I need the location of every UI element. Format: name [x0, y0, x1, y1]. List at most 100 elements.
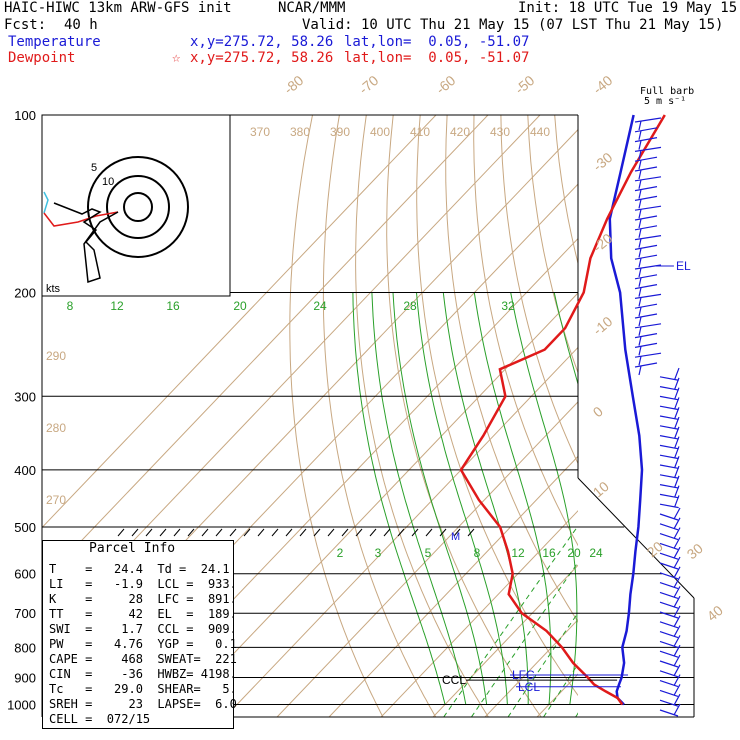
sounding-profiles — [459, 114, 666, 706]
barb-flag — [638, 130, 642, 140]
barb-flag — [638, 189, 642, 199]
barb-shaft — [659, 523, 679, 531]
wind-barb — [634, 176, 662, 189]
temperature-latlon: lat,lon= 0.05, -51.07 — [344, 34, 530, 50]
barb-shaft — [634, 146, 662, 152]
wind-barb — [634, 215, 658, 229]
barb-shaft — [659, 611, 679, 619]
wind-barb — [634, 146, 662, 160]
barb-shaft — [634, 303, 658, 309]
mixing-ratio-label: 32 — [501, 299, 515, 313]
theta-label: 370 — [250, 125, 270, 139]
barb-shaft — [634, 186, 658, 192]
barb-shaft — [659, 640, 679, 648]
barb-shaft — [659, 552, 679, 560]
mixing-ratio-label: 24 — [313, 299, 327, 313]
barb-shaft — [659, 513, 679, 521]
parcel-info-panel: Parcel Info T = 24.4 Td = 24.1 LI = -1.9… — [42, 540, 237, 729]
isotherm-line — [224, 346, 578, 717]
hodograph-ring — [123, 192, 153, 222]
hatch-mark — [187, 528, 195, 537]
wind-barb — [659, 527, 681, 541]
barb-shaft — [634, 176, 662, 182]
wind-barb — [634, 156, 658, 170]
mixing-ratio-line — [507, 611, 578, 717]
barb-shaft — [659, 582, 679, 590]
isotherm-line — [276, 401, 578, 717]
barb-shaft — [634, 215, 658, 221]
hatch-mark — [159, 528, 167, 537]
barb-title: Full barb — [640, 86, 695, 97]
mixing-ratio-label: 3 — [375, 546, 382, 560]
barb-shaft — [659, 405, 679, 411]
barb-flag — [673, 615, 681, 628]
mixing-ratio-line — [443, 526, 578, 717]
wind-barb — [659, 684, 681, 697]
temperature-profile — [608, 114, 644, 706]
barb-flag — [673, 595, 681, 608]
hatch-mark — [299, 528, 307, 537]
isotherm-line — [432, 564, 578, 717]
barb-shaft — [634, 274, 658, 280]
wind-barb — [634, 137, 658, 150]
barb-flag — [638, 248, 642, 258]
wind-barb — [659, 475, 680, 489]
hatch-mark — [397, 528, 405, 537]
barb-shaft — [659, 493, 679, 499]
hatch-mark — [215, 528, 223, 537]
wind-barb — [634, 313, 658, 327]
hatch-mark — [271, 528, 279, 537]
barb-flag — [673, 537, 681, 549]
barb-flag — [673, 407, 680, 420]
mixing-ratio-label: 16 — [542, 546, 556, 560]
barb-flag — [673, 426, 680, 439]
pressure-label-400: 400 — [14, 463, 36, 478]
hatch-mark — [145, 528, 153, 537]
parcel-row: Tc = 29.0 SHEAR= 5. — [49, 682, 237, 696]
valid-time: Valid: 10 UTC Thu 21 May 15 (07 LST Thu … — [302, 17, 724, 33]
barb-flag — [638, 199, 642, 209]
parcel-row: CIN = -36 HWBZ= 4198. — [49, 667, 237, 681]
barb-flag — [673, 556, 681, 569]
wind-barb — [634, 333, 658, 346]
wind-barb — [634, 195, 658, 209]
hatch-mark — [173, 528, 181, 537]
fcst-label: Fcst: — [4, 17, 47, 33]
hatch-mark — [201, 528, 209, 537]
barb-shaft — [634, 166, 658, 172]
wind-barb — [634, 284, 658, 297]
wind-barb — [659, 576, 681, 590]
wind-barb — [634, 274, 658, 287]
wind-barb — [659, 465, 680, 479]
barb-shaft — [659, 464, 679, 470]
wind-barbs — [634, 117, 681, 717]
barb-flag — [673, 703, 681, 716]
org-label: NCAR/MMM — [278, 0, 346, 16]
wind-barb — [659, 546, 681, 560]
barb-shaft — [659, 386, 679, 391]
theta-label: 420 — [450, 125, 470, 139]
wind-barb — [634, 235, 662, 248]
parcel-row: T = 24.4 Td = 24.1 — [49, 562, 230, 576]
parcel-row: PW = 4.76 YGP = 0.1 — [49, 637, 237, 651]
wind-barb — [659, 517, 681, 531]
hatch-mark — [425, 528, 433, 537]
barb-flag — [673, 517, 681, 530]
theta-label: 290 — [46, 349, 66, 363]
wind-barb — [634, 117, 662, 131]
dry-adiabat — [500, 115, 578, 465]
wind-barb — [659, 495, 680, 509]
barb-flag — [673, 456, 680, 469]
wind-barb — [634, 244, 658, 258]
barb-shaft — [634, 293, 662, 299]
hatch-mark — [327, 528, 335, 537]
barb-shaft — [634, 195, 658, 201]
barb-flag — [638, 120, 642, 131]
barb-flag — [673, 495, 680, 508]
wind-barb — [659, 625, 681, 639]
theta-label: 270 — [46, 493, 66, 507]
parcel-row: LI = -1.9 LCL = 933. — [49, 577, 237, 591]
wind-barb — [634, 293, 662, 307]
wind-barb — [659, 426, 680, 440]
parcel-row: CAPE = 468 SWEAT= 221 — [49, 652, 237, 666]
